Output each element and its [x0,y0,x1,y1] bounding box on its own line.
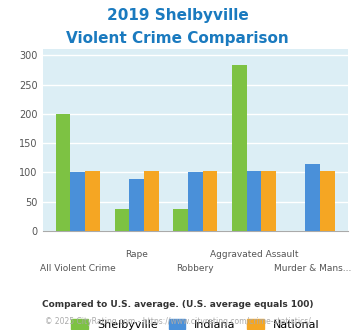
Bar [129,180,144,231]
Bar [247,171,261,231]
Bar [85,171,100,231]
Text: 2019 Shelbyville: 2019 Shelbyville [106,8,248,23]
Text: Compared to U.S. average. (U.S. average equals 100): Compared to U.S. average. (U.S. average … [42,300,313,309]
Text: Robbery: Robbery [176,264,214,273]
Bar [305,164,320,231]
Text: All Violent Crime: All Violent Crime [40,264,116,273]
Text: Violent Crime Comparison: Violent Crime Comparison [66,31,289,46]
Bar [232,65,247,231]
Bar [56,114,71,231]
Bar [320,171,335,231]
Text: Aggravated Assault: Aggravated Assault [210,250,298,259]
Bar [71,173,85,231]
Bar [173,209,188,231]
Bar [261,171,276,231]
Text: Murder & Mans...: Murder & Mans... [274,264,351,273]
Text: Rape: Rape [125,250,148,259]
Bar [144,171,159,231]
Bar [115,209,129,231]
Legend: Shelbyville, Indiana, National: Shelbyville, Indiana, National [67,315,323,330]
Bar [203,171,217,231]
Bar [188,173,203,231]
Text: © 2025 CityRating.com - https://www.cityrating.com/crime-statistics/: © 2025 CityRating.com - https://www.city… [45,317,310,326]
